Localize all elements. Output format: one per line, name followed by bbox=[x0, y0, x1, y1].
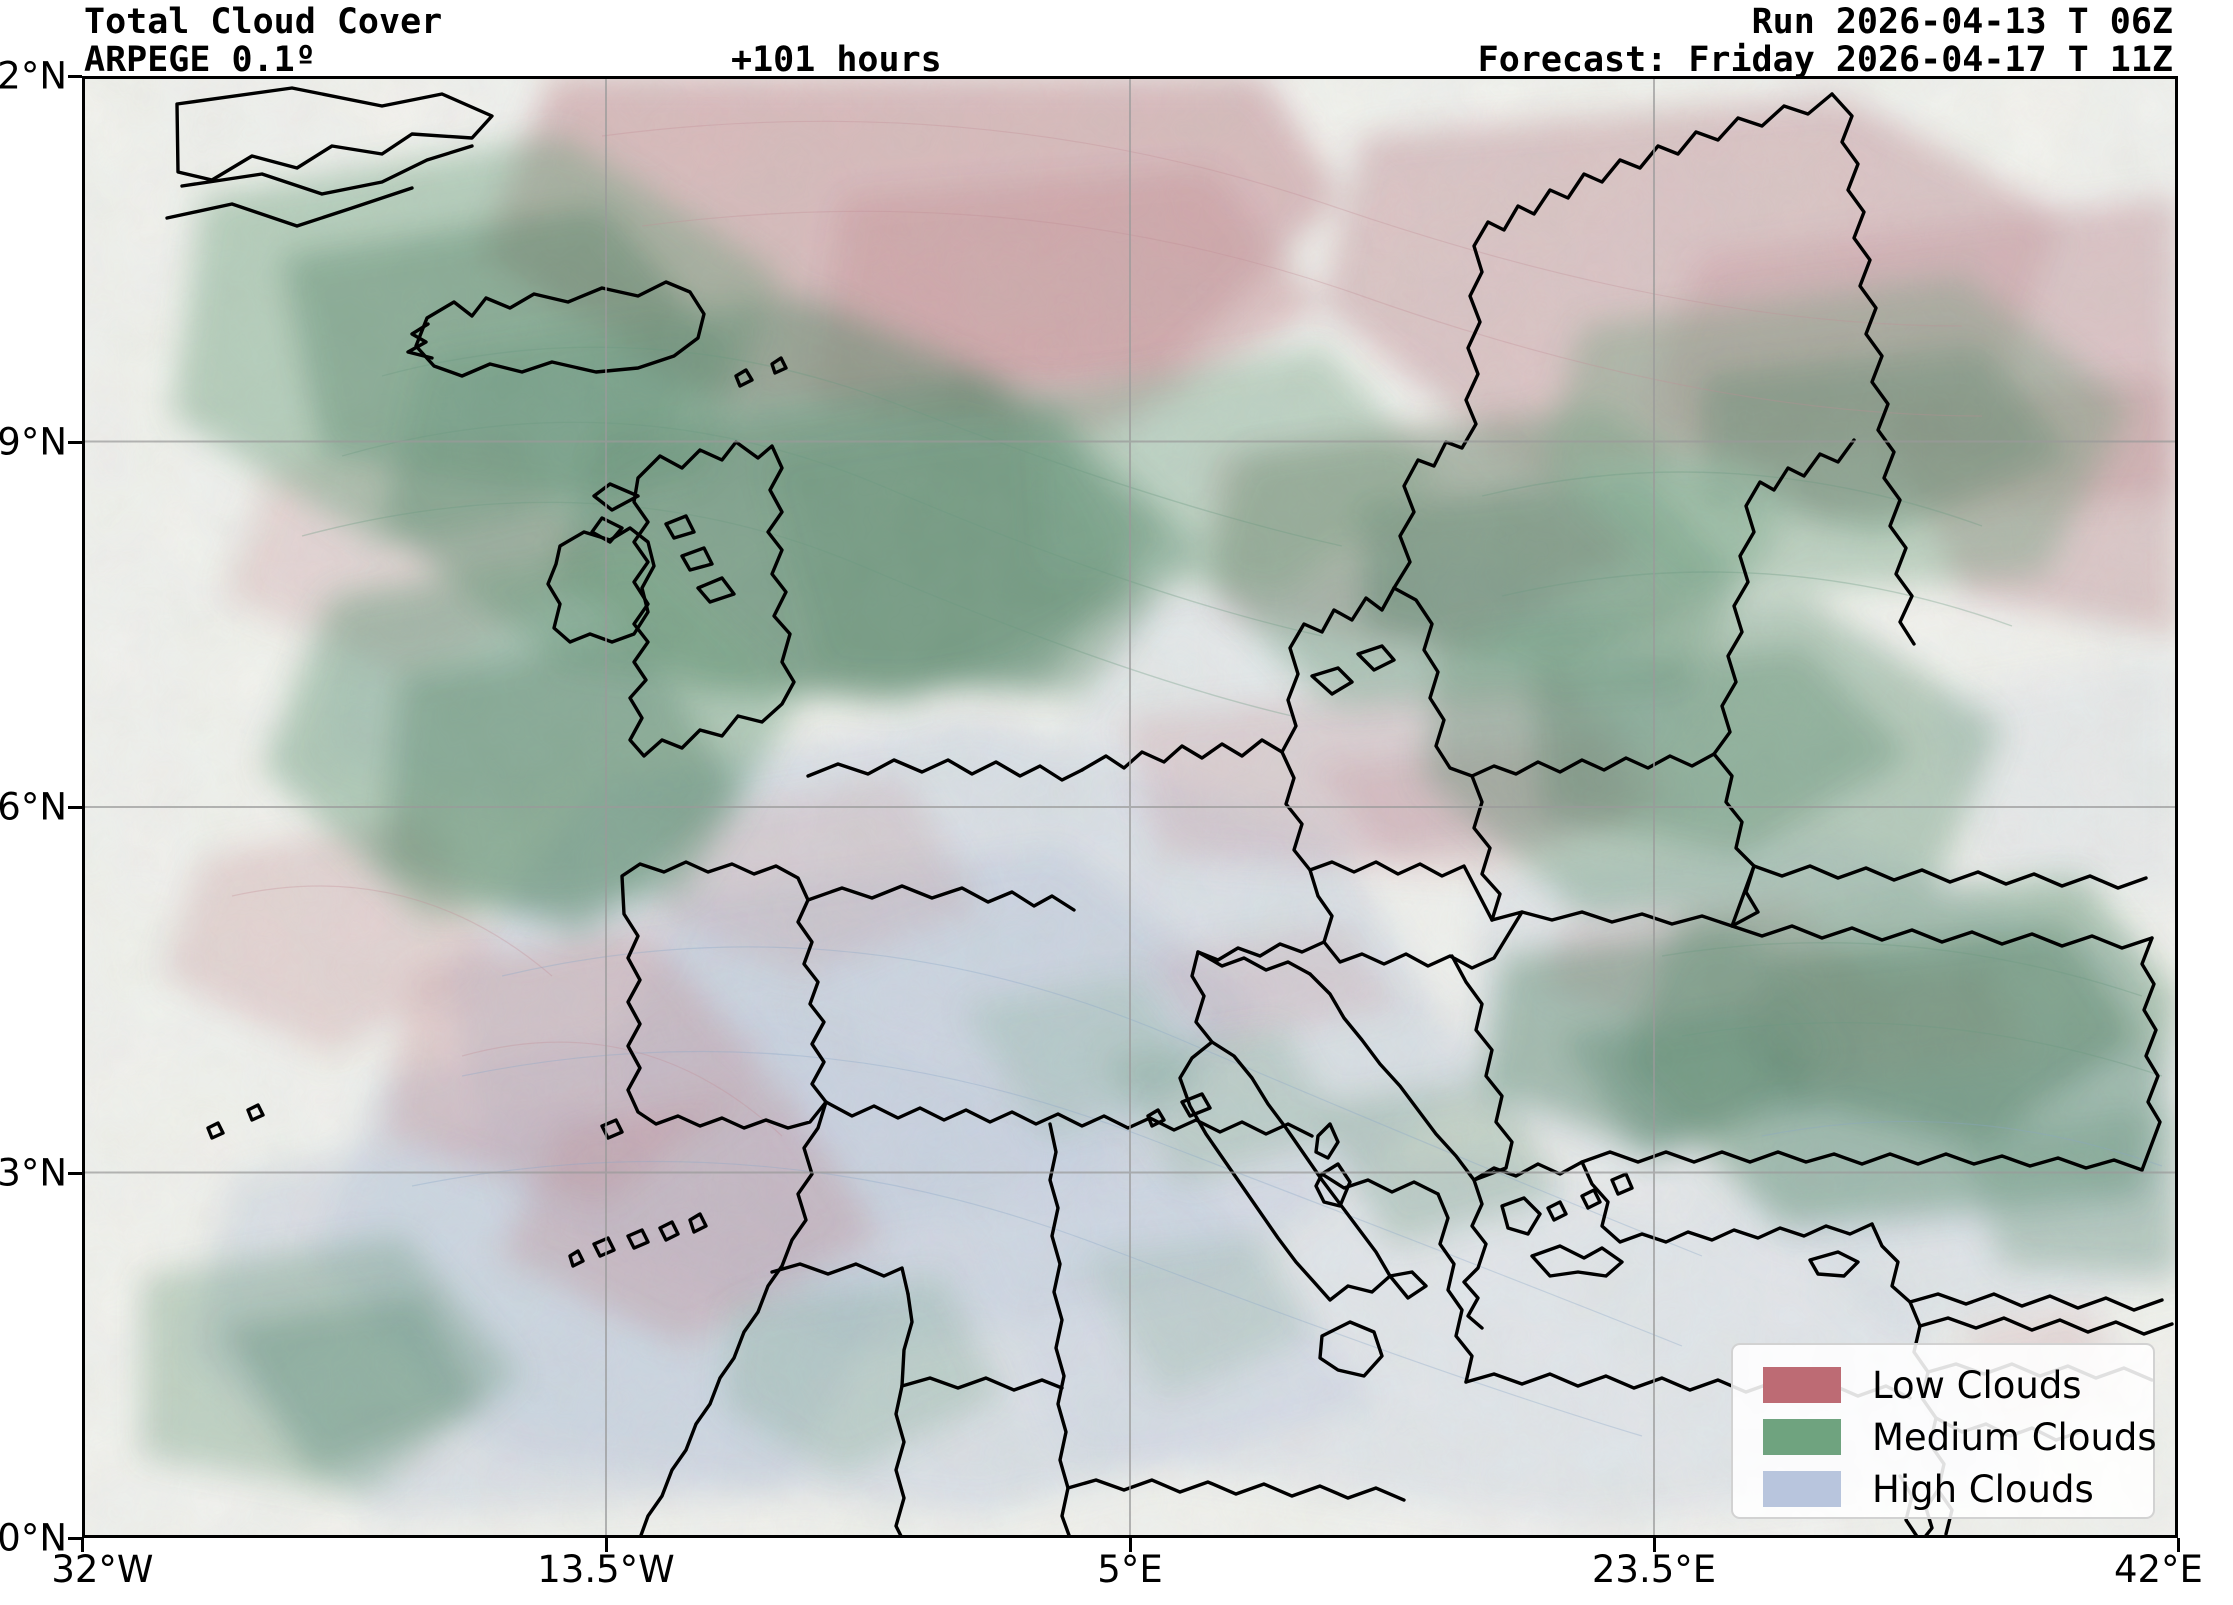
run-timestamp: Run 2026-04-13 T 06Z bbox=[1751, 2, 2173, 42]
map-canvas bbox=[82, 76, 2178, 1538]
longitude-tick-mark bbox=[81, 1538, 84, 1552]
longitude-tick-label: 23.5°E bbox=[1591, 1548, 1717, 1591]
latitude-tick-label: 33°N bbox=[0, 1151, 67, 1194]
legend-swatch-medium-icon bbox=[1763, 1419, 1841, 1455]
cloud-type-legend[interactable]: Low Clouds Medium Clouds High Clouds bbox=[1731, 1343, 2157, 1519]
latitude-tick-label: 46°N bbox=[0, 785, 67, 829]
lead-time-label: +101 hours bbox=[731, 40, 942, 80]
latitude-tick-label: 59°N bbox=[0, 420, 67, 463]
longitude-tick-label: 42°E bbox=[2113, 1548, 2203, 1591]
latitude-tick-label: 20°N bbox=[0, 1516, 67, 1560]
latitude-tick-mark bbox=[68, 1171, 82, 1175]
page-title: Total Cloud Cover bbox=[84, 2, 443, 42]
cloud-cover-map[interactable] bbox=[82, 76, 2178, 1538]
latitude-tick-mark bbox=[68, 440, 82, 444]
latitude-tick-mark bbox=[68, 75, 82, 78]
latitude-tick-label: 72°N bbox=[0, 54, 67, 98]
legend-item-high[interactable]: High Clouds bbox=[1763, 1463, 2153, 1515]
coastline-layer bbox=[165, 86, 2174, 1538]
legend-item-low[interactable]: Low Clouds bbox=[1763, 1359, 2153, 1411]
longitude-tick-mark bbox=[2177, 1538, 2180, 1552]
longitude-tick-label: 13.5°W bbox=[537, 1548, 675, 1591]
graticule bbox=[82, 76, 2178, 1538]
legend-item-medium[interactable]: Medium Clouds bbox=[1763, 1411, 2157, 1463]
legend-label-high: High Clouds bbox=[1872, 1467, 2094, 1511]
forecast-validity: Forecast: Friday 2026-04-17 T 11Z bbox=[1477, 40, 2173, 80]
legend-swatch-low-icon bbox=[1763, 1367, 1841, 1403]
latitude-tick-mark bbox=[68, 1537, 82, 1540]
longitude-tick-label: 32°W bbox=[51, 1548, 154, 1591]
legend-label-medium: Medium Clouds bbox=[1872, 1415, 2157, 1459]
longitude-tick-label: 5°E bbox=[1097, 1548, 1163, 1591]
longitude-tick-mark bbox=[605, 1538, 608, 1552]
latitude-tick-mark bbox=[68, 806, 82, 809]
longitude-tick-mark bbox=[1129, 1538, 1132, 1552]
model-label: ARPEGE 0.1º bbox=[84, 40, 316, 80]
longitude-tick-mark bbox=[1653, 1538, 1656, 1552]
legend-label-low: Low Clouds bbox=[1872, 1363, 2082, 1407]
legend-swatch-high-icon bbox=[1763, 1471, 1841, 1507]
